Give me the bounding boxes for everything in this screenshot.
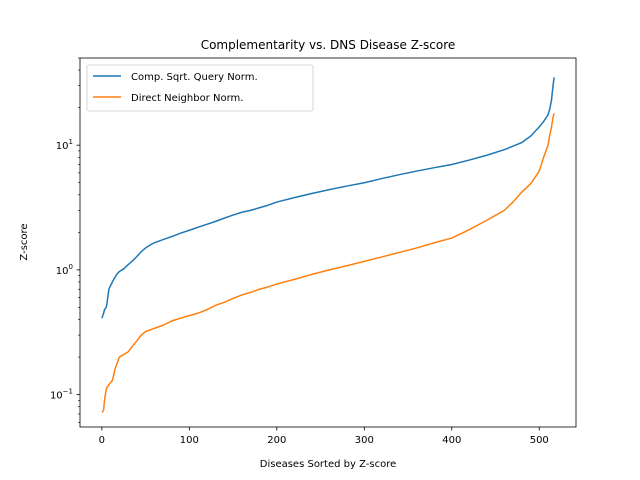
y-tick-label: 101 — [56, 138, 73, 152]
x-tick-label: 100 — [180, 435, 199, 446]
y-tick-label: 100 — [56, 263, 73, 277]
y-axis-ticks: 10−1 100 101 — [50, 57, 80, 423]
x-axis-ticks: 0 100 200 300 400 500 — [99, 427, 549, 446]
y-tick-label: 10−1 — [50, 388, 73, 402]
y-axis-label: Z-score — [19, 223, 30, 260]
legend-label-comp-sqrt-query-norm: Comp. Sqrt. Query Norm. — [131, 72, 258, 83]
x-tick-label: 500 — [530, 435, 549, 446]
x-tick-label: 200 — [267, 435, 286, 446]
x-tick-label: 400 — [442, 435, 461, 446]
x-tick-label: 0 — [99, 435, 105, 446]
x-axis-label: Diseases Sorted by Z-score — [260, 459, 397, 470]
chart-title: Complementarity vs. DNS Disease Z-score — [201, 38, 456, 52]
x-tick-label: 300 — [355, 435, 374, 446]
series-line-0 — [101, 77, 555, 319]
legend-label-direct-neighbor-norm: Direct Neighbor Norm. — [131, 93, 243, 104]
series-layer — [101, 77, 555, 413]
series-line-1 — [101, 113, 555, 413]
legend-box — [86, 64, 314, 112]
legend: Comp. Sqrt. Query Norm. Direct Neighbor … — [86, 64, 314, 112]
axes-frame — [79, 57, 577, 428]
plot-area — [79, 57, 577, 428]
